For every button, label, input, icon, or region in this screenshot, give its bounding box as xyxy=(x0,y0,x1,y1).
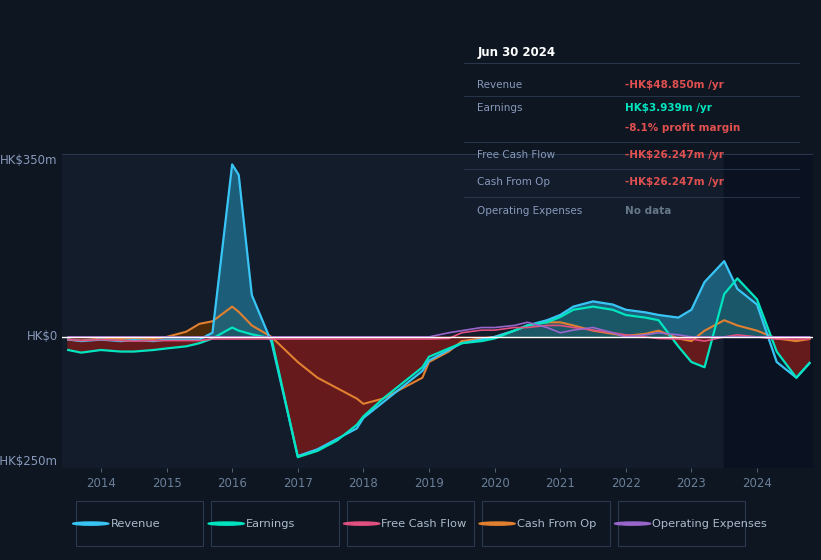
Text: Free Cash Flow: Free Cash Flow xyxy=(477,150,556,160)
Text: Earnings: Earnings xyxy=(245,519,296,529)
Text: No data: No data xyxy=(626,206,672,216)
Text: Cash From Op: Cash From Op xyxy=(517,519,596,529)
Text: -HK$26.247m /yr: -HK$26.247m /yr xyxy=(626,177,724,187)
Bar xyxy=(724,154,813,468)
Text: -HK$250m: -HK$250m xyxy=(0,455,57,468)
Text: -HK$26.247m /yr: -HK$26.247m /yr xyxy=(626,150,724,160)
Text: Jun 30 2024: Jun 30 2024 xyxy=(477,46,556,59)
Circle shape xyxy=(614,522,650,525)
Text: Earnings: Earnings xyxy=(477,103,523,113)
Text: -HK$48.850m /yr: -HK$48.850m /yr xyxy=(626,80,724,90)
Text: Operating Expenses: Operating Expenses xyxy=(653,519,767,529)
Text: HK$3.939m /yr: HK$3.939m /yr xyxy=(626,103,713,113)
Text: HK$350m: HK$350m xyxy=(0,154,57,167)
Text: Operating Expenses: Operating Expenses xyxy=(477,206,583,216)
Circle shape xyxy=(479,522,516,525)
Text: Cash From Op: Cash From Op xyxy=(477,177,550,187)
Circle shape xyxy=(208,522,245,525)
Text: -8.1% profit margin: -8.1% profit margin xyxy=(626,123,741,133)
Circle shape xyxy=(344,522,380,525)
Text: Revenue: Revenue xyxy=(477,80,522,90)
Text: HK$0: HK$0 xyxy=(26,330,57,343)
Text: Revenue: Revenue xyxy=(110,519,160,529)
Circle shape xyxy=(72,522,108,525)
Text: Free Cash Flow: Free Cash Flow xyxy=(381,519,466,529)
